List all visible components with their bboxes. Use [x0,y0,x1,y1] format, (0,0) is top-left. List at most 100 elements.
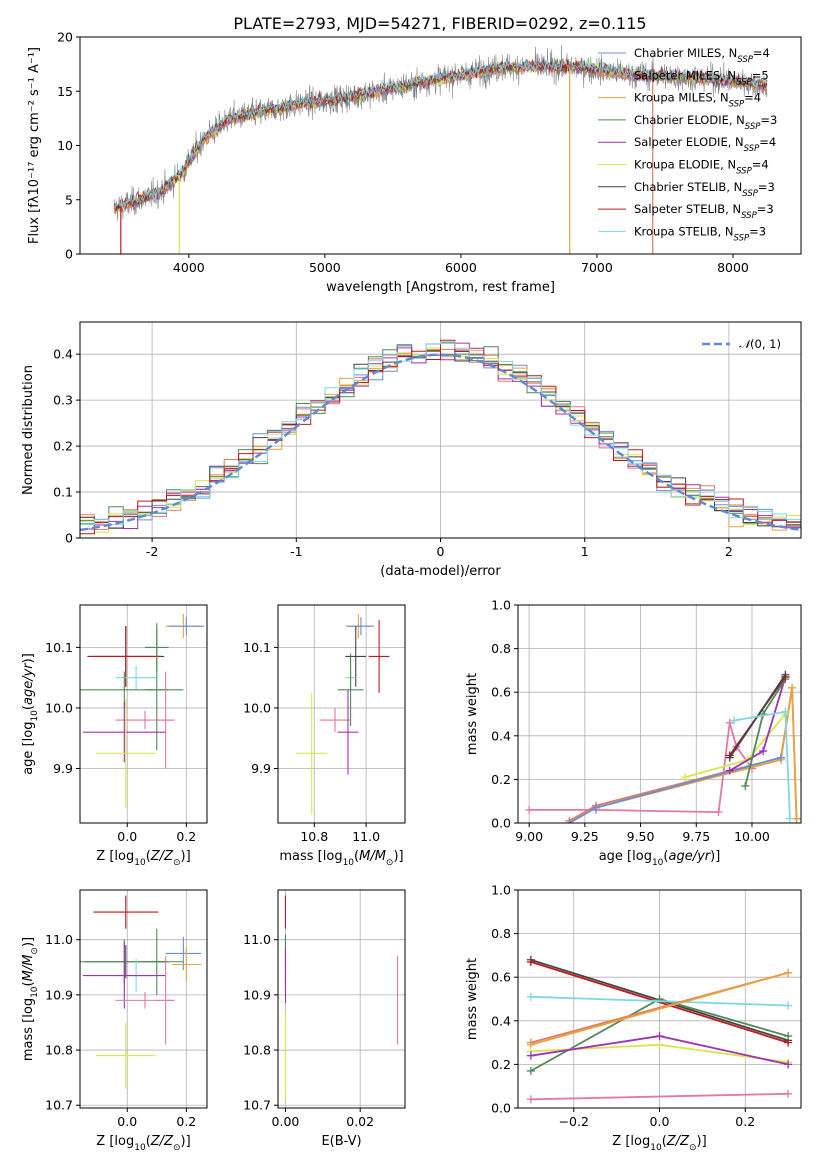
x-tick-label: 0.00 [272,1114,300,1129]
errorbar-point [82,701,166,763]
age_vs_mass-axes [278,605,405,823]
x-tick-label: 7000 [581,260,613,275]
y-tick-label: 9.9 [53,761,73,776]
mass-weight-marker [781,670,790,679]
y-tick-label: 10.1 [243,640,271,655]
errorbar-point [337,689,359,775]
legend-entry: Salpeter MILES, NSSP=5 [634,68,769,87]
mass-weight-marker [784,968,793,977]
axes-frame [79,604,208,824]
spectrum-plot-area [113,44,768,254]
mass-weight-marker [785,814,794,823]
age_vs_Z-axes [80,605,207,823]
x-tick-label: 4000 [173,260,205,275]
mass-weight-marker [526,957,535,966]
x-tick-label: 11.0 [352,829,380,844]
residuals-frame: -2 -1 0 1 2 0 0.1 0.2 0.3 0.4 [53,321,802,559]
y-tick-label: 10.8 [243,1043,271,1058]
errorbar-point [171,947,202,982]
residuals-xlabel: (data-model)/error [380,564,501,579]
y-tick-label: 0.8 [491,641,511,656]
mass_weight_vs_age-frame: 9.00 9.25 9.50 9.75 10.00 0.0 0.2 0.4 0.6 0.8 1.0 [491,598,802,844]
x-tick-label: 0.2 [735,1114,755,1129]
errorbar-point [144,928,169,995]
figure-title: PLATE=2793, MJD=54271, FIBERID=0292, z=0… [233,14,646,33]
residuals-legend: 𝒩(0, 1) [702,337,781,351]
model-spectrum-line [113,58,768,210]
errorbar-point [319,707,351,733]
mass-weight-marker [759,710,768,718]
mass_weight_vs_age-xlabel: age [log10(age/yr)] [599,849,721,868]
legend-entry: Salpeter ELODIE, NSSP=4 [634,135,776,154]
y-tick-label: 0.8 [491,926,511,941]
y-tick-label: 11.0 [45,932,73,947]
y-tick-label: 1.0 [491,598,511,613]
y-tick-label: 0.3 [53,393,73,408]
y-tick-label: 10.7 [45,1098,73,1113]
y-tick-label: 0.2 [491,772,511,787]
mass_vs_Z-xlabel: Z [log10(Z/Z⊙)] [96,1134,190,1153]
age_vs_mass-plot-area [296,614,390,814]
mass-weight-marker [741,781,750,790]
y-tick-label: 1.0 [491,883,511,898]
errorbar-point [115,665,157,690]
legend-entry: Chabrier STELIB, NSSP=3 [634,180,775,199]
y-tick-label: 11.0 [243,932,271,947]
mass_vs_ebv-frame: 0.00 0.02 10.7 10.8 10.9 11.0 [243,889,406,1129]
errorbar-point [347,617,374,636]
mass-weight-line [530,1092,789,1101]
errorbar-point [96,1022,156,1089]
mass-weight-marker [525,805,534,814]
y-tick-label: 0 [65,247,73,262]
y-tick-label: 0.4 [53,347,73,362]
x-tick-label: 0.02 [346,1114,374,1129]
y-tick-label: 20 [57,30,73,45]
legend-entry: Chabrier ELODIE, NSSP=3 [634,113,777,132]
mass_weight_vs_Z-xlabel: Z [log10(Z/Z⊙)] [612,1134,706,1153]
axes-frame [277,889,406,1109]
mass-weight-marker [781,707,790,716]
x-tick-label: 8000 [717,260,749,275]
mass-weight-marker [759,747,768,756]
mass-weight-marker [526,1095,535,1104]
mass-weight-marker [730,716,739,725]
spectrum-legend: Chabrier MILES, NSSP=4 Salpeter MILES, NS… [598,46,777,243]
mass-weight-marker [784,1060,793,1069]
mass_vs_Z-axes [80,890,207,1108]
y-tick-label: 10.8 [45,1043,73,1058]
errorbar-point [345,626,367,687]
legend-entry: Kroupa MILES, NSSP=4 [634,91,761,110]
age_vs_mass-xlabel: mass [log10(M/M⊙)] [279,849,403,868]
x-tick-label: −0.2 [559,1114,589,1129]
errorbar-point [368,620,390,693]
errorbar-point [90,626,162,687]
x-tick-label: 6000 [445,260,477,275]
errorbar-point [96,698,156,808]
y-tick-label: 0.0 [491,816,511,831]
mass_vs_ebv-axes [278,890,405,1108]
x-tick-label: 2 [725,544,733,559]
mass_weight_vs_age-ylabel: mass weight [465,673,480,755]
errorbar-point [144,623,169,672]
x-tick-label: -1 [290,544,302,559]
spectrum-frame: 4000 5000 6000 7000 8000 0 5 10 15 20 [57,30,802,275]
y-tick-label: 10.0 [45,700,73,715]
mass-weight-marker [655,1040,664,1049]
x-tick-label: 10.00 [734,829,770,844]
y-tick-label: 0.2 [53,439,73,454]
x-tick-label: 1 [581,544,589,559]
residual-histogram [80,341,801,526]
mass-weight-marker [526,992,535,1001]
axes-frame [277,604,406,824]
x-tick-label: 0 [437,544,445,559]
mass_vs_Z-plot-area [80,895,202,1089]
x-tick-label: 9.75 [682,829,710,844]
normal-distribution-curve [80,353,801,532]
mass-weight-marker [526,1066,535,1075]
errorbar-point [337,653,364,727]
mass-weight-marker [784,1032,793,1041]
legend-entry: Kroupa STELIB, NSSP=3 [634,224,766,243]
residuals-ylabel: Normed distribution [21,365,36,495]
x-tick-label: -2 [146,544,158,559]
